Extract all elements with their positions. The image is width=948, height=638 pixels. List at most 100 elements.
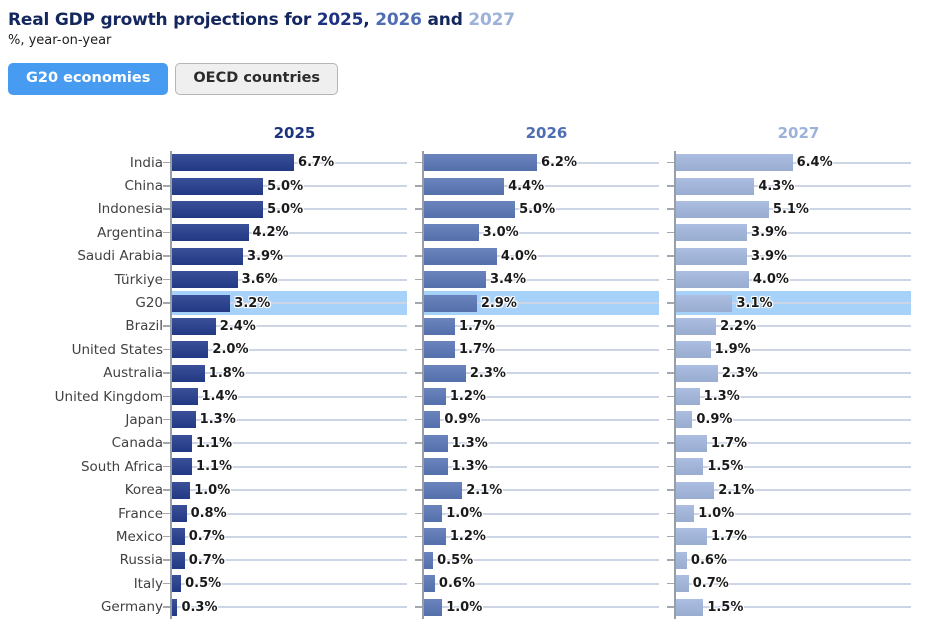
axis-tick xyxy=(415,325,422,327)
page: Real GDP growth projections for 2025, 20… xyxy=(0,10,948,638)
value-label: 4.0% xyxy=(500,248,537,264)
country-label: Italy xyxy=(133,575,163,592)
axis-tick xyxy=(415,395,422,398)
gridline xyxy=(424,418,659,421)
title-year-2026: 2026 xyxy=(375,10,422,30)
gridline xyxy=(676,442,911,445)
bar xyxy=(676,505,695,523)
header-spacer xyxy=(0,124,176,142)
value-label: 0.3% xyxy=(181,599,218,615)
chart-row: 1.1% xyxy=(163,432,407,455)
bar xyxy=(676,388,700,406)
axis-tick xyxy=(415,442,422,444)
value-label: 4.3% xyxy=(758,178,795,194)
bar xyxy=(172,598,178,616)
oecd-countries-button[interactable]: OECD countries xyxy=(175,63,339,95)
value-label: 1.3% xyxy=(451,459,488,475)
bar xyxy=(172,528,185,546)
axis-tick xyxy=(667,606,674,608)
bar xyxy=(676,434,707,452)
g20-economies-button[interactable]: G20 economies xyxy=(8,63,169,95)
country-label: Saudi Arabia xyxy=(77,248,163,265)
bar xyxy=(676,341,711,359)
chart-column-2026: 6.2% 4.4% 5.0% 3.0% 4.0% 3.4% 2.9% 1.7% 1.7% 2.3%… xyxy=(415,151,659,619)
bar xyxy=(424,317,455,335)
value-label: 0.7% xyxy=(188,552,225,568)
gridline xyxy=(676,208,911,211)
gridline xyxy=(424,489,659,492)
value-label: 1.7% xyxy=(458,342,496,358)
bar xyxy=(172,388,198,406)
axis-tick xyxy=(667,512,674,515)
bar xyxy=(172,411,196,429)
axis-tick xyxy=(667,161,674,164)
column-headers: 2025 2026 2027 xyxy=(0,124,948,142)
country-label: South Africa xyxy=(80,458,163,475)
bar xyxy=(424,434,448,452)
value-label: 6.2% xyxy=(540,155,577,171)
chart-row: 4.3% xyxy=(667,174,911,197)
bar xyxy=(676,294,733,312)
axis-tick xyxy=(415,278,422,281)
country-label: Brazil xyxy=(125,318,163,335)
chart-row: 3.9% xyxy=(667,245,911,268)
country-label: Türkiye xyxy=(114,271,163,288)
gridline xyxy=(676,348,911,351)
chart-row: 0.9% xyxy=(667,408,911,431)
title-year-2027: 2027 xyxy=(468,10,515,30)
value-label: 1.0% xyxy=(698,506,735,522)
value-label: 1.3% xyxy=(703,389,740,405)
value-label: 0.5% xyxy=(437,552,474,568)
gridline xyxy=(172,302,407,305)
value-label: 3.9% xyxy=(247,248,284,264)
chart-row: 3.9% xyxy=(667,221,911,244)
bar xyxy=(676,411,693,429)
value-label: 2.4% xyxy=(219,318,256,334)
value-label: 1.5% xyxy=(707,599,744,615)
value-label: 1.2% xyxy=(449,529,486,545)
bar xyxy=(172,458,193,476)
dataset-toggle-group: G20 economies OECD countries xyxy=(8,63,940,95)
value-label: 3.6% xyxy=(241,272,278,288)
chart-row: 1.3% xyxy=(667,385,911,408)
value-label: 3.2% xyxy=(234,295,271,311)
gridline xyxy=(676,395,911,398)
bar xyxy=(172,575,182,593)
chart-row: 0.7% xyxy=(163,525,407,548)
chart-row: 1.4% xyxy=(163,385,407,408)
column-header-2026: 2026 xyxy=(525,124,568,142)
axis-tick xyxy=(163,465,170,468)
country-label: United States xyxy=(71,341,163,358)
chart-row: 2.2% xyxy=(667,315,911,338)
country-label: Korea xyxy=(124,482,163,499)
bar xyxy=(424,598,443,616)
chart-row: 5.0% xyxy=(415,198,659,221)
gridline xyxy=(424,395,659,398)
axis-tick xyxy=(667,489,674,491)
chart-row: 0.3% xyxy=(163,595,407,618)
chart-row: 1.5% xyxy=(667,455,911,478)
chart-row: 0.6% xyxy=(415,572,659,595)
country-label: G20 xyxy=(135,295,163,312)
value-label: 1.3% xyxy=(199,412,236,428)
bar xyxy=(676,224,748,242)
chart-row: 3.4% xyxy=(415,268,659,291)
value-label: 2.2% xyxy=(720,318,757,334)
value-label: 0.6% xyxy=(690,552,727,568)
title-year-2025: 2025 xyxy=(316,10,364,30)
column-header-2027: 2027 xyxy=(777,124,820,142)
value-label: 0.6% xyxy=(438,576,475,592)
chart-row: 0.8% xyxy=(163,502,407,525)
chart-row: 0.5% xyxy=(415,549,659,572)
axis-tick xyxy=(163,231,170,234)
chart-row: 1.3% xyxy=(163,408,407,431)
bar xyxy=(172,434,193,452)
chart-row: 2.0% xyxy=(163,338,407,361)
value-label: 4.2% xyxy=(252,225,289,241)
axis-tick xyxy=(163,278,170,281)
bar xyxy=(424,341,455,359)
axis-tick xyxy=(415,535,422,538)
bar xyxy=(424,200,516,218)
gridline xyxy=(172,489,407,492)
bar xyxy=(676,598,704,616)
